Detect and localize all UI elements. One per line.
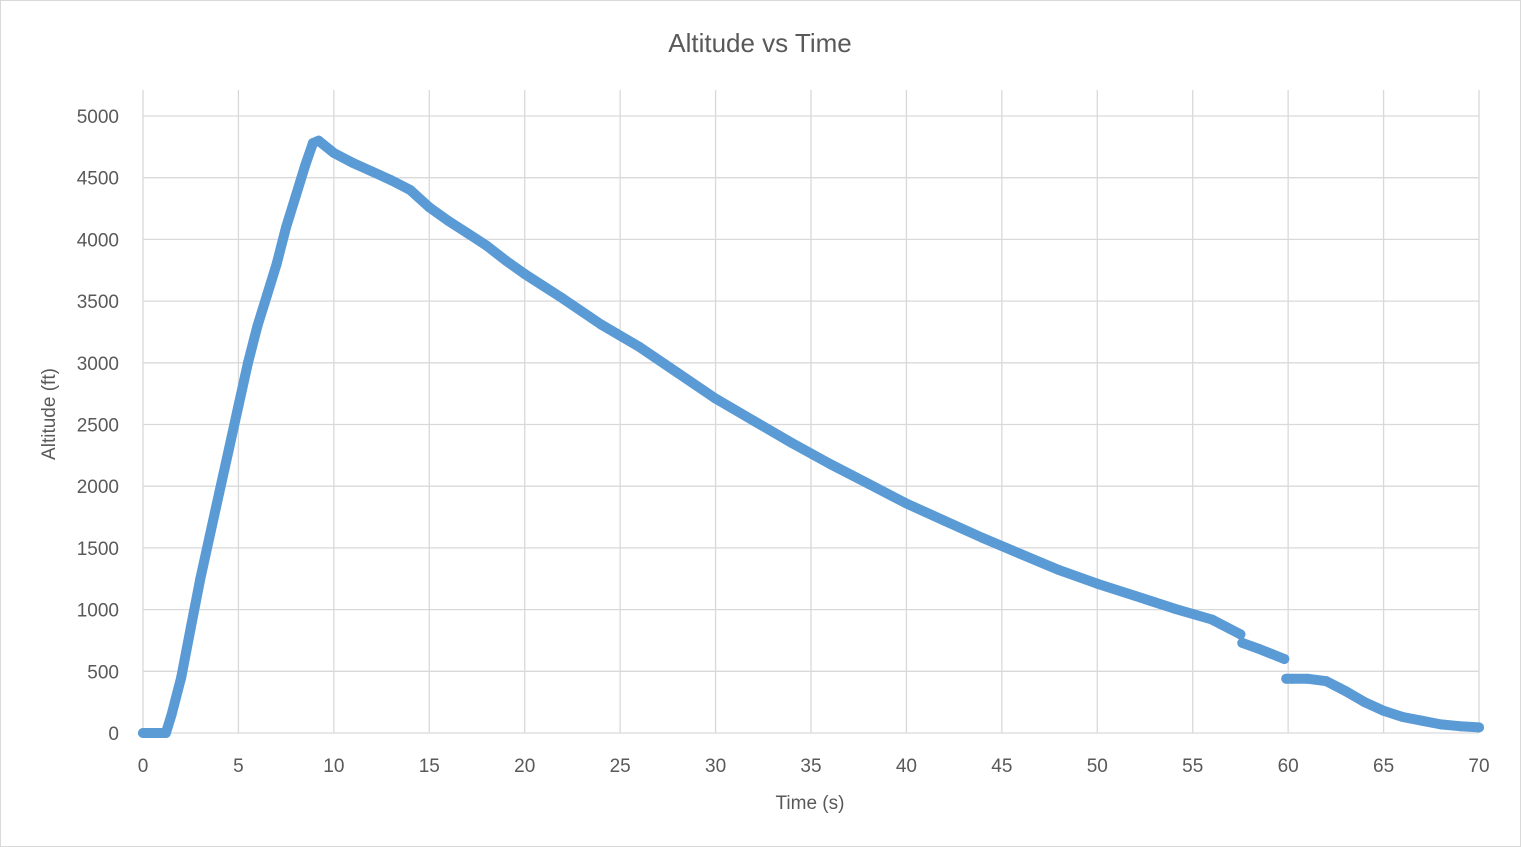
- x-tick-label: 25: [610, 756, 631, 777]
- data-point: [185, 623, 196, 634]
- y-tick-label: 1500: [77, 539, 119, 560]
- data-point: [1092, 578, 1103, 589]
- data-point: [347, 157, 358, 168]
- data-point: [443, 215, 454, 226]
- x-tick-label: 70: [1468, 756, 1489, 777]
- x-tick-label: 50: [1087, 756, 1108, 777]
- y-tick-label: 5000: [77, 107, 119, 128]
- data-point: [672, 367, 683, 378]
- data-point: [462, 228, 473, 239]
- gridlines: [142, 90, 1480, 734]
- data-point: [1435, 719, 1446, 730]
- y-tick-label: 4000: [77, 230, 119, 251]
- x-tick-label: 65: [1373, 756, 1394, 777]
- y-tick-label: 4500: [77, 169, 119, 190]
- data-point: [1168, 603, 1179, 614]
- x-tick-label: 40: [896, 756, 917, 777]
- x-tick-label: 55: [1182, 756, 1203, 777]
- data-point: [1237, 637, 1248, 648]
- data-point: [786, 438, 797, 449]
- data-point: [863, 478, 874, 489]
- series-line-segment: [1281, 673, 1484, 733]
- data-point: [939, 515, 950, 526]
- y-axis-title: Altitude (ft): [39, 368, 60, 460]
- x-tick-label: 5: [233, 756, 244, 777]
- data-point: [901, 498, 912, 509]
- x-tick-labels: 0 5 10 15 20 25 30 35 40 45 50 55 60 65 70: [138, 756, 1490, 777]
- data-point: [242, 357, 253, 368]
- data-point: [204, 530, 215, 541]
- data-point: [313, 135, 324, 146]
- data-point: [481, 240, 492, 251]
- y-tick-label: 3000: [77, 354, 119, 375]
- y-tick-label: 2500: [77, 416, 119, 437]
- data-point: [262, 289, 273, 300]
- data-point: [367, 166, 378, 177]
- chart-title: Altitude vs Time: [668, 28, 852, 58]
- data-point: [214, 487, 225, 498]
- data-point: [557, 293, 568, 304]
- data-point: [1015, 549, 1026, 560]
- data-point: [1397, 711, 1408, 722]
- data-point: [1054, 565, 1065, 576]
- data-point: [1130, 591, 1141, 602]
- data-point: [500, 255, 511, 266]
- x-tick-label: 45: [991, 756, 1012, 777]
- y-tick-label: 0: [108, 724, 119, 745]
- x-tick-label: 0: [138, 756, 149, 777]
- data-point: [1286, 673, 1297, 684]
- data-point: [1454, 721, 1465, 732]
- data-point: [281, 222, 292, 233]
- data-point: [519, 268, 530, 279]
- data-point: [328, 148, 339, 159]
- data-point: [424, 202, 435, 213]
- x-tick-label: 10: [323, 756, 344, 777]
- y-tick-label: 1000: [77, 601, 119, 622]
- data-point: [176, 672, 187, 683]
- x-tick-label: 35: [800, 756, 821, 777]
- data-point: [1321, 676, 1332, 687]
- data-point: [166, 709, 177, 720]
- data-point: [977, 533, 988, 544]
- data-point: [1474, 722, 1484, 733]
- data-point: [271, 259, 282, 270]
- data-point: [290, 191, 301, 202]
- x-tick-label: 20: [514, 756, 535, 777]
- data-point: [634, 341, 645, 352]
- data-point: [138, 728, 148, 738]
- series-altitude: [138, 135, 1484, 738]
- data-point: [1302, 673, 1313, 684]
- data-point: [1378, 705, 1389, 716]
- data-point: [1416, 715, 1427, 726]
- data-point: [233, 400, 244, 411]
- x-axis-title: Time (s): [776, 793, 845, 814]
- data-point: [160, 728, 171, 738]
- y-tick-labels: 0 500 1000 1500 2000 2500 3000 3500 4000 4500 5000: [77, 107, 119, 745]
- x-tick-label: 60: [1278, 756, 1299, 777]
- data-point: [748, 415, 759, 426]
- data-point: [596, 319, 607, 330]
- data-point: [825, 458, 836, 469]
- data-point: [195, 573, 206, 584]
- series-line-segment: [138, 135, 1246, 738]
- x-tick-label: 30: [705, 756, 726, 777]
- data-point: [1254, 644, 1265, 655]
- y-tick-label: 3500: [77, 292, 119, 313]
- data-point: [1206, 614, 1217, 625]
- data-point: [252, 320, 263, 331]
- y-tick-label: 2000: [77, 477, 119, 498]
- data-point: [1359, 697, 1370, 708]
- data-point: [1340, 686, 1351, 697]
- data-point: [1279, 653, 1290, 664]
- data-point: [386, 175, 397, 186]
- x-tick-label: 15: [419, 756, 440, 777]
- data-point: [1235, 629, 1246, 640]
- data-point: [405, 185, 416, 196]
- y-tick-label: 500: [87, 662, 119, 683]
- data-point: [710, 393, 721, 404]
- data-point: [300, 160, 311, 171]
- data-point: [223, 444, 234, 455]
